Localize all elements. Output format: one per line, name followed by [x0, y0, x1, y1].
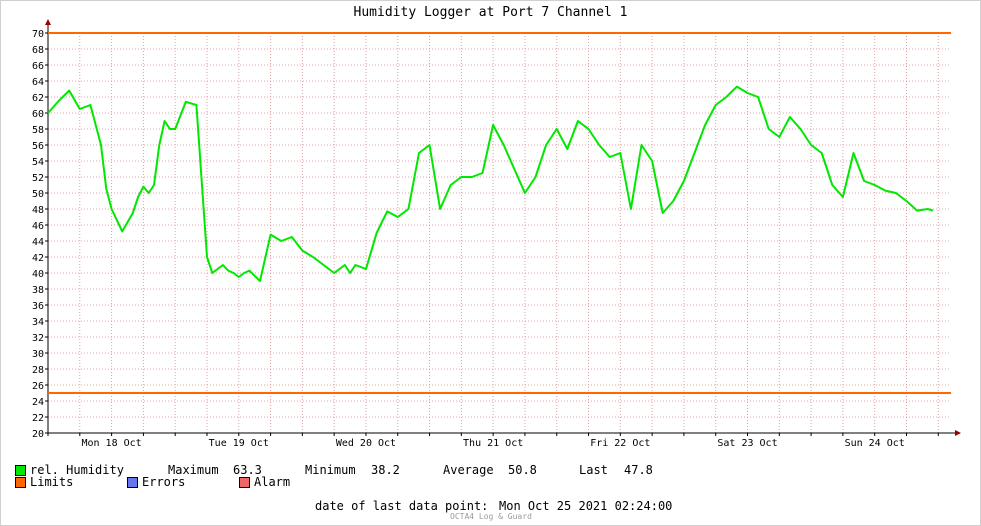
legend-limits-swatch [15, 477, 26, 488]
x-tick-label: Wed 20 Oct [336, 438, 396, 449]
y-tick-label: 66 [32, 61, 44, 72]
y-tick-label: 58 [32, 125, 44, 136]
footer-credit: OCTA4 Log & Guard [450, 512, 532, 521]
legend-avg-label: Average [443, 463, 494, 477]
y-tick-label: 24 [32, 397, 44, 408]
y-tick-label: 38 [32, 285, 44, 296]
y-tick-label: 30 [32, 349, 44, 360]
legend-errors-swatch [127, 477, 138, 488]
y-tick-label: 56 [32, 141, 44, 152]
legend-alarm-label: Alarm [254, 475, 291, 489]
x-axis-arrow [955, 430, 961, 436]
legend-avg-value: 50.8 [508, 463, 537, 477]
y-tick-label: 52 [32, 173, 44, 184]
x-tick-label: Tue 19 Oct [209, 438, 269, 449]
legend-humidity-label: rel. Humidity [30, 463, 124, 477]
y-axis-arrow [45, 19, 51, 25]
y-tick-label: 70 [32, 29, 44, 40]
y-tick-label: 64 [32, 77, 44, 88]
chart-title: Humidity Logger at Port 7 Channel 1 [353, 5, 628, 20]
legend-limits-label: Limits [30, 475, 74, 489]
legend-min-label: Minimum [305, 463, 356, 477]
legend-alarm-swatch [239, 477, 250, 488]
series-line-humidity [47, 85, 934, 282]
y-tick-label: 20 [32, 429, 44, 440]
x-tick-label: Fri 22 Oct [590, 438, 650, 449]
y-tick-label: 48 [32, 205, 44, 216]
legend-max-label: Maximum [168, 463, 219, 477]
y-tick-label: 32 [32, 333, 44, 344]
y-tick-label: 42 [32, 253, 44, 264]
y-tick-label: 34 [32, 317, 44, 328]
y-tick-label: 44 [32, 237, 44, 248]
legend-last-label: Last [579, 463, 608, 477]
last-data-point-value: Mon Oct 25 2021 02:24:00 [499, 499, 673, 513]
y-tick-label: 54 [32, 157, 44, 168]
legend-max-value: 63.3 [233, 463, 262, 477]
x-tick-label: Sat 23 Oct [717, 438, 777, 449]
y-tick-label: 62 [32, 93, 44, 104]
y-tick-label: 40 [32, 269, 44, 280]
y-tick-label: 68 [32, 45, 44, 56]
y-tick-label: 60 [32, 109, 44, 120]
y-tick-label: 46 [32, 221, 44, 232]
y-tick-label: 28 [32, 365, 44, 376]
x-tick-label: Thu 21 Oct [463, 438, 523, 449]
legend-last-value: 47.8 [624, 463, 653, 477]
x-tick-label: Mon 18 Oct [81, 438, 141, 449]
y-tick-label: 50 [32, 189, 44, 200]
legend-min-value: 38.2 [371, 463, 400, 477]
last-data-point-label: date of last data point: [315, 499, 489, 513]
x-tick-label: Sun 24 Oct [845, 438, 905, 449]
y-tick-label: 36 [32, 301, 44, 312]
legend-humidity-swatch [15, 465, 26, 476]
legend-errors-label: Errors [142, 475, 186, 489]
y-tick-label: 26 [32, 381, 44, 392]
y-tick-label: 22 [32, 413, 44, 424]
